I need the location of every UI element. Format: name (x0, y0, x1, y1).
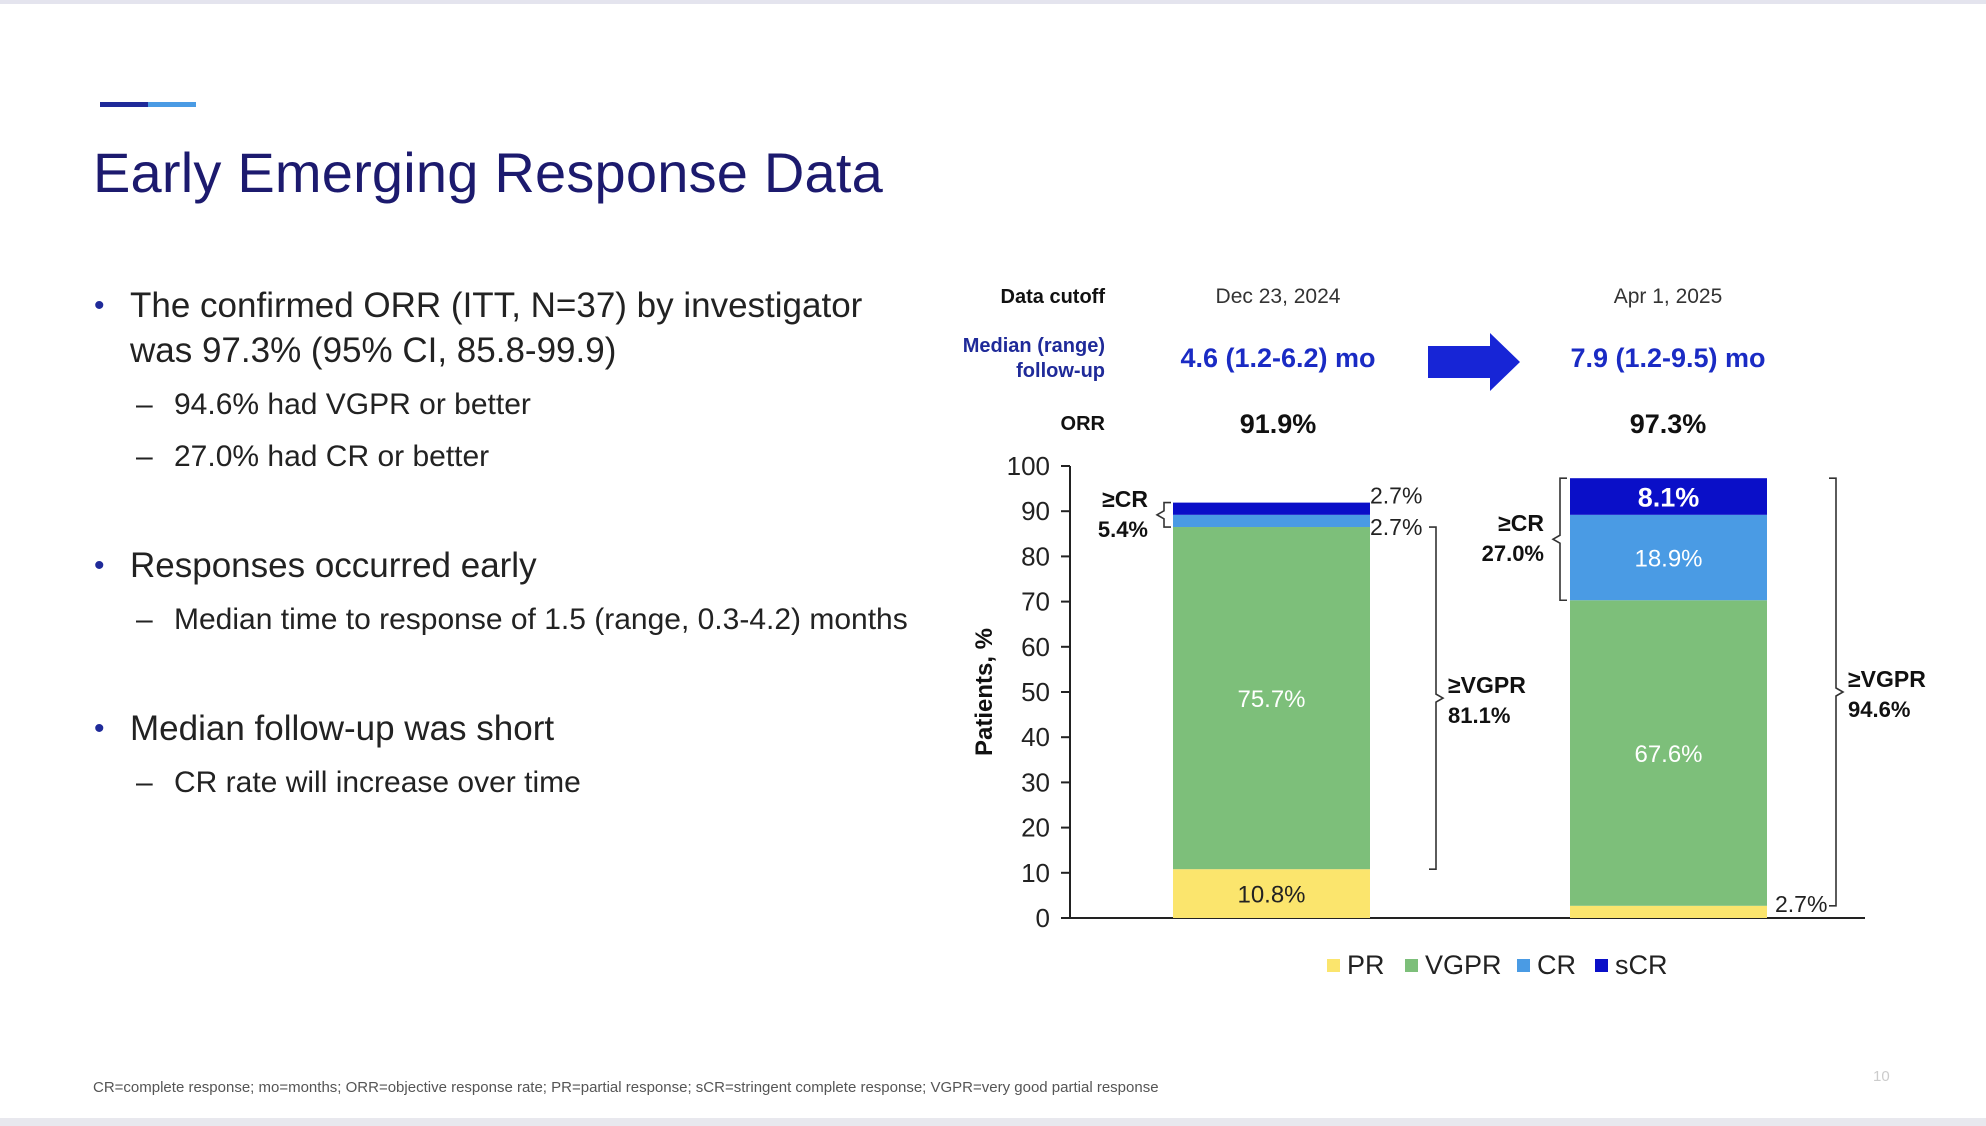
bar-label-vgpr-1: 75.7% (1237, 686, 1305, 713)
bracket-cr-label-2: ≥CR (1498, 510, 1544, 536)
y-tick-label-70: 70 (1021, 587, 1050, 617)
y-tick-label-40: 40 (1021, 722, 1050, 752)
bar-cr-2 (1570, 514, 1767, 601)
bar-label-cr-2: 18.9% (1634, 546, 1702, 573)
bar-pr-2 (1570, 905, 1767, 918)
bracket-vgpr-label-1: ≥VGPR (1448, 672, 1526, 698)
page-number: 10 (1873, 1068, 1890, 1085)
legend-swatch-cr (1517, 959, 1530, 972)
y-tick-label-90: 90 (1021, 496, 1050, 526)
bar-scr-1 (1173, 502, 1370, 515)
bracket-vgpr-1 (1429, 526, 1445, 870)
bracket-vgpr-value-1: 81.1% (1448, 703, 1510, 728)
legend-swatch-scr (1595, 959, 1608, 972)
sub-bullet-time-to-response: Median time to response of 1.5 (range, 0… (94, 600, 934, 640)
legend-label-vgpr: VGPR (1425, 950, 1502, 980)
bar-label-scr-2: 8.1% (1638, 483, 1700, 513)
y-axis-title: Patients, % (971, 628, 998, 756)
followup-value-2: 7.9 (1.2-9.5) mo (1570, 343, 1765, 373)
legend-swatch-pr (1327, 959, 1340, 972)
bullet-early-response: Responses occurred early (94, 543, 934, 588)
right-arrow-icon (1428, 333, 1520, 391)
y-tick-label-80: 80 (1021, 541, 1050, 571)
legend-swatch-vgpr (1405, 959, 1418, 972)
cutoff-date-1: Dec 23, 2024 (1216, 285, 1341, 308)
bracket-cr-value-1: 5.4% (1098, 517, 1148, 542)
followup-label-line2: follow-up (1016, 360, 1105, 382)
sub-bullet-cr: 27.0% had CR or better (94, 437, 934, 477)
footnote: CR=complete response; mo=months; ORR=obj… (93, 1079, 1159, 1096)
slide-title: Early Emerging Response Data (93, 141, 883, 204)
bracket-cr-label-1: ≥CR (1102, 486, 1148, 512)
bracket-cr-1 (1155, 501, 1171, 528)
y-tick-label-50: 50 (1021, 677, 1050, 707)
orr-value-1: 91.9% (1240, 409, 1317, 439)
bar-vgpr-1 (1173, 527, 1370, 870)
bar-scr-2 (1570, 478, 1767, 515)
bullet-followup: Median follow-up was short (94, 706, 934, 751)
bottom-edge-strip (0, 1118, 1986, 1126)
y-tick-label-100: 100 (1007, 451, 1050, 481)
top-edge-strip (0, 0, 1986, 4)
followup-value-1: 4.6 (1.2-6.2) mo (1180, 343, 1375, 373)
bar-label-pr-2: 2.7% (1775, 891, 1827, 917)
bracket-cr-2 (1551, 477, 1567, 602)
legend-label-scr: sCR (1615, 950, 1668, 980)
y-tick-label-20: 20 (1021, 813, 1050, 843)
sub-bullet-cr-increase: CR rate will increase over time (94, 763, 934, 803)
title-accent-dark (100, 102, 148, 107)
bar-cr-1 (1173, 514, 1370, 528)
bar-label-cr-1: 2.7% (1370, 514, 1422, 540)
y-tick-label-60: 60 (1021, 632, 1050, 662)
orr-value-2: 97.3% (1630, 409, 1707, 439)
bar-pr-1 (1173, 869, 1370, 918)
cutoff-date-2: Apr 1, 2025 (1614, 285, 1723, 308)
legend-label-cr: CR (1537, 950, 1576, 980)
title-accent-light (148, 102, 196, 107)
sub-bullet-vgpr: 94.6% had VGPR or better (94, 385, 934, 425)
bar-label-scr-1: 2.7% (1370, 483, 1422, 509)
bar-label-vgpr-2: 67.6% (1634, 741, 1702, 768)
bracket-vgpr-2 (1829, 477, 1845, 907)
bar-vgpr-2 (1570, 600, 1767, 906)
bar-label-pr-1: 10.8% (1237, 882, 1305, 909)
followup-label-line1: Median (range) (963, 335, 1105, 357)
orr-label: ORR (1061, 413, 1106, 435)
bracket-cr-value-2: 27.0% (1482, 541, 1544, 566)
bullet-orr: The confirmed ORR (ITT, N=37) by investi… (94, 283, 934, 373)
bullet-list: The confirmed ORR (ITT, N=37) by investi… (94, 283, 934, 803)
y-tick-label-10: 10 (1021, 858, 1050, 888)
y-tick-label-0: 0 (1036, 903, 1050, 933)
legend-label-pr: PR (1347, 950, 1385, 980)
bracket-vgpr-value-2: 94.6% (1848, 697, 1910, 722)
y-tick-label-30: 30 (1021, 767, 1050, 797)
data-cutoff-label: Data cutoff (1001, 286, 1106, 308)
bracket-vgpr-label-2: ≥VGPR (1848, 666, 1926, 692)
